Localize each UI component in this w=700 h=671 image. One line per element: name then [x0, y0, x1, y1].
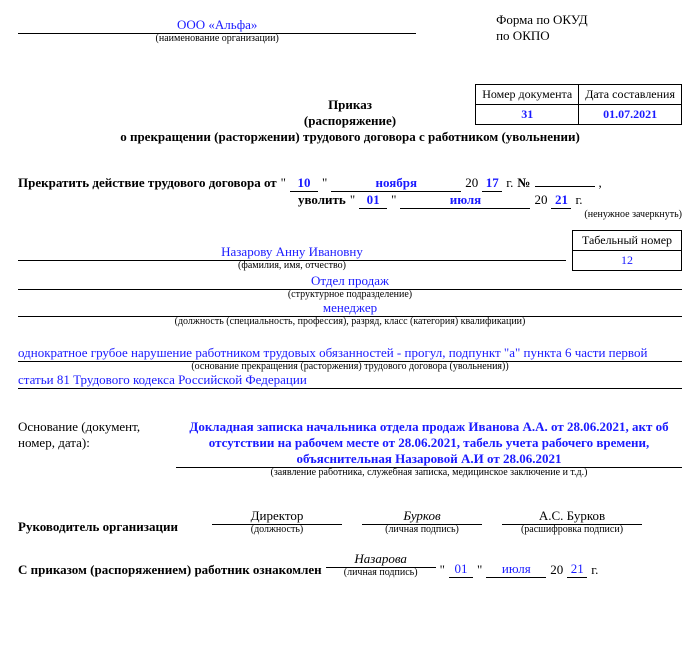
mgr-sign: Бурков [362, 508, 482, 525]
employee-fio: Назарову Анну Ивановну [18, 244, 566, 261]
header-block: ООО «Альфа» (наименование организации) Ф… [18, 12, 682, 44]
ack-sign: Назарова [326, 551, 436, 568]
doc-number-table: Номер документа Дата составления 31 01.0… [475, 84, 682, 125]
ack-row: С приказом (распоряжением) работник озна… [18, 551, 682, 578]
basis-label1: Основание (документ, [18, 419, 168, 435]
contract-prefix: Прекратить действие трудового договора о… [18, 175, 277, 191]
ack-month: июля [486, 561, 546, 578]
contract-month1: ноября [331, 175, 461, 192]
ack-year: 21 [567, 561, 587, 578]
dismiss-label: уволить [298, 192, 346, 208]
doc-date-value: 01.07.2021 [579, 105, 682, 125]
doc-num-value: 31 [476, 105, 579, 125]
g: г. [575, 192, 582, 208]
mgr-pos: Директор [212, 508, 342, 525]
contract-y1: 17 [482, 175, 502, 192]
quote: " [350, 192, 355, 208]
mgr-label: Руководитель организации [18, 519, 208, 535]
tabel-value: 12 [573, 251, 682, 271]
employee-pos: менеджер [18, 300, 682, 317]
ack-day: 01 [449, 561, 473, 578]
quote: " [281, 175, 286, 191]
contract-day2: 01 [359, 192, 387, 209]
reason-sub: (основание прекращения (расторжения) тру… [18, 361, 682, 372]
y20: 20 [465, 175, 478, 191]
y20: 20 [534, 192, 547, 208]
title-line3: о прекращении (расторжении) трудового до… [18, 129, 682, 145]
dept-sub: (структурное подразделение) [18, 289, 682, 300]
basis-label: Основание (документ, номер, дата): [18, 419, 168, 478]
tabel-label: Табельный номер [573, 231, 682, 251]
g: г. [506, 175, 513, 191]
contract-row1: Прекратить действие трудового договора о… [18, 175, 682, 192]
pos-sub: (должность (специальность, профессия), р… [18, 316, 682, 327]
contract-day1: 10 [290, 175, 318, 192]
org-sublabel: (наименование организации) [18, 33, 416, 44]
strike-note: (ненужное зачеркнуть) [18, 209, 682, 220]
y20: 20 [550, 562, 563, 578]
doc-date-header: Дата составления [579, 85, 682, 105]
comma: , [599, 175, 602, 191]
basis-text: Докладная записка начальника отдела прод… [176, 419, 682, 468]
quote: " [477, 562, 482, 578]
okud-label: Форма по ОКУД [496, 12, 682, 28]
contract-num-blank [535, 186, 595, 187]
mgr-name-sub: (расшифровка подписи) [502, 524, 642, 535]
mgr-name: А.С. Бурков [502, 508, 642, 525]
g: г. [591, 562, 598, 578]
quote: " [322, 175, 327, 191]
quote: " [391, 192, 396, 208]
org-name: ООО «Альфа» [18, 17, 416, 34]
basis-sub: (заявление работника, служебная записка,… [176, 467, 682, 478]
reason-line2: статьи 81 Трудового кодекса Российской Ф… [18, 372, 682, 389]
ack-sign-sub: (личная подпись) [326, 567, 436, 578]
doc-num-header: Номер документа [476, 85, 579, 105]
fio-sub: (фамилия, имя, отчество) [18, 260, 566, 271]
quote: " [440, 562, 445, 578]
contract-row2: уволить " 01 " июля 20 21 г. [298, 192, 682, 209]
contract-month2: июля [400, 192, 530, 209]
contract-y2: 21 [551, 192, 571, 209]
ack-label: С приказом (распоряжением) работник озна… [18, 562, 322, 578]
mgr-sign-sub: (личная подпись) [362, 524, 482, 535]
tabel-table: Табельный номер 12 [572, 230, 682, 271]
manager-row: Руководитель организации Директор (должн… [18, 508, 682, 535]
okpo-label: по ОКПО [496, 28, 682, 44]
reason-line1: однократное грубое нарушение работником … [18, 345, 682, 362]
employee-dept: Отдел продаж [18, 273, 682, 290]
num-sign: № [517, 175, 530, 191]
basis-label2: номер, дата): [18, 435, 168, 451]
mgr-pos-sub: (должность) [212, 524, 342, 535]
